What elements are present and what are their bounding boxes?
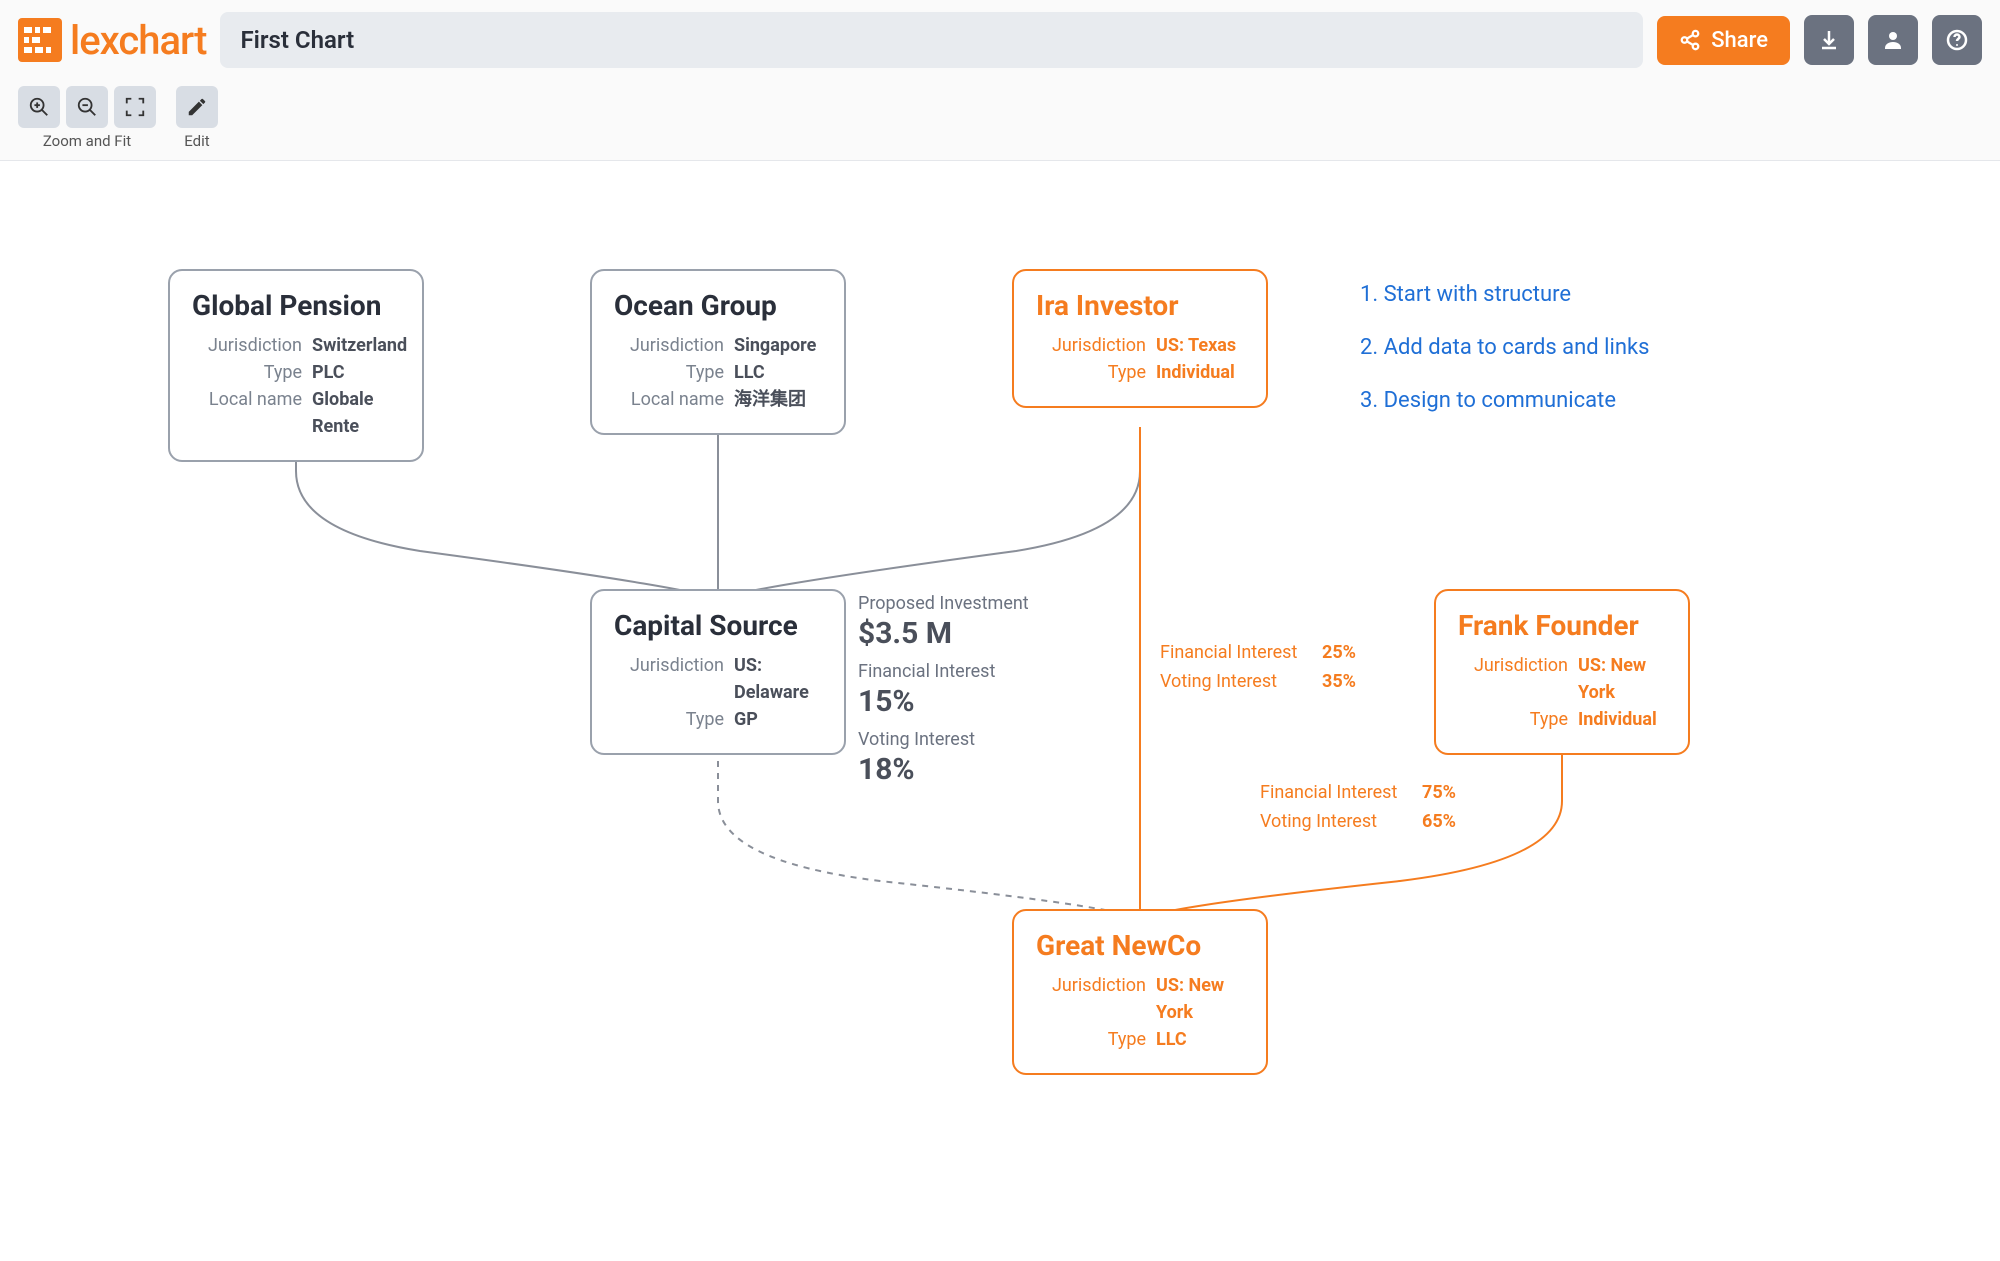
- edit-label: Edit: [184, 132, 209, 150]
- node-field: Local nameGlobale Rente: [192, 386, 400, 440]
- zoom-in-icon: [28, 96, 50, 118]
- share-icon: [1679, 29, 1701, 51]
- node-card[interactable]: Capital Source JurisdictionUS: DelawareTy…: [590, 589, 846, 755]
- node-field: JurisdictionUS: New York: [1036, 972, 1244, 1026]
- node-field: TypeLLC: [1036, 1026, 1244, 1053]
- download-button[interactable]: [1804, 15, 1854, 65]
- node-field: JurisdictionUS: New York: [1458, 652, 1666, 706]
- share-label: Share: [1711, 28, 1768, 53]
- node-title: Frank Founder: [1458, 609, 1666, 642]
- topbar: lexchart First Chart Share: [0, 0, 2000, 80]
- help-button[interactable]: [1932, 15, 1982, 65]
- logo-mark-icon: [18, 18, 62, 62]
- zoom-fit-group: Zoom and Fit: [18, 86, 156, 150]
- zoom-out-icon: [76, 96, 98, 118]
- chart-canvas[interactable]: 1. Start with structure 2. Add data to c…: [0, 161, 2000, 1261]
- logo[interactable]: lexchart: [18, 17, 206, 64]
- node-title: Ira Investor: [1036, 289, 1244, 322]
- edge: [718, 427, 1140, 601]
- toolbar: Zoom and Fit Edit: [0, 80, 2000, 161]
- node-card[interactable]: Great NewCo JurisdictionUS: New YorkTypeL…: [1012, 909, 1268, 1075]
- pencil-icon: [186, 96, 208, 118]
- node-field: JurisdictionUS: Texas: [1036, 332, 1244, 359]
- link-annotation: Financial Interest25%Voting Interest35%: [1160, 639, 1356, 697]
- tip-item[interactable]: 1. Start with structure: [1360, 269, 1650, 322]
- chart-title-input[interactable]: First Chart: [220, 12, 1643, 68]
- node-title: Capital Source: [614, 609, 822, 642]
- node-card[interactable]: Ira Investor JurisdictionUS: TexasTypeInd…: [1012, 269, 1268, 408]
- fit-icon: [124, 96, 146, 118]
- link-annotation: Proposed Investment$3.5 MFinancial Inter…: [858, 593, 1029, 797]
- edit-group: Edit: [176, 86, 218, 150]
- person-icon: [1881, 28, 1905, 52]
- zoom-out-button[interactable]: [66, 86, 108, 128]
- node-card[interactable]: Ocean Group JurisdictionSingaporeTypeLLCL…: [590, 269, 846, 435]
- node-field: JurisdictionUS: Delaware: [614, 652, 822, 706]
- node-field: TypeGP: [614, 706, 822, 733]
- tips-list: 1. Start with structure 2. Add data to c…: [1360, 269, 1650, 427]
- brand-name: lexchart: [70, 17, 206, 64]
- node-card[interactable]: Global Pension JurisdictionSwitzerlandTyp…: [168, 269, 424, 462]
- tip-item[interactable]: 2. Add data to cards and links: [1360, 322, 1650, 375]
- node-field: JurisdictionSingapore: [614, 332, 822, 359]
- help-icon: [1945, 28, 1969, 52]
- node-field: Local name海洋集团: [614, 386, 822, 413]
- edit-button[interactable]: [176, 86, 218, 128]
- account-button[interactable]: [1868, 15, 1918, 65]
- download-icon: [1817, 28, 1841, 52]
- link-annotation: Financial Interest75%Voting Interest65%: [1260, 779, 1456, 837]
- node-field: TypeIndividual: [1458, 706, 1666, 733]
- tip-item[interactable]: 3. Design to communicate: [1360, 375, 1650, 428]
- node-title: Global Pension: [192, 289, 400, 322]
- node-title: Great NewCo: [1036, 929, 1244, 962]
- node-field: JurisdictionSwitzerland: [192, 332, 400, 359]
- fit-button[interactable]: [114, 86, 156, 128]
- node-title: Ocean Group: [614, 289, 822, 322]
- node-card[interactable]: Frank Founder JurisdictionUS: New YorkTyp…: [1434, 589, 1690, 755]
- zoom-in-button[interactable]: [18, 86, 60, 128]
- node-field: TypePLC: [192, 359, 400, 386]
- node-field: TypeLLC: [614, 359, 822, 386]
- node-field: TypeIndividual: [1036, 359, 1244, 386]
- share-button[interactable]: Share: [1657, 16, 1790, 65]
- zoom-fit-label: Zoom and Fit: [43, 132, 131, 150]
